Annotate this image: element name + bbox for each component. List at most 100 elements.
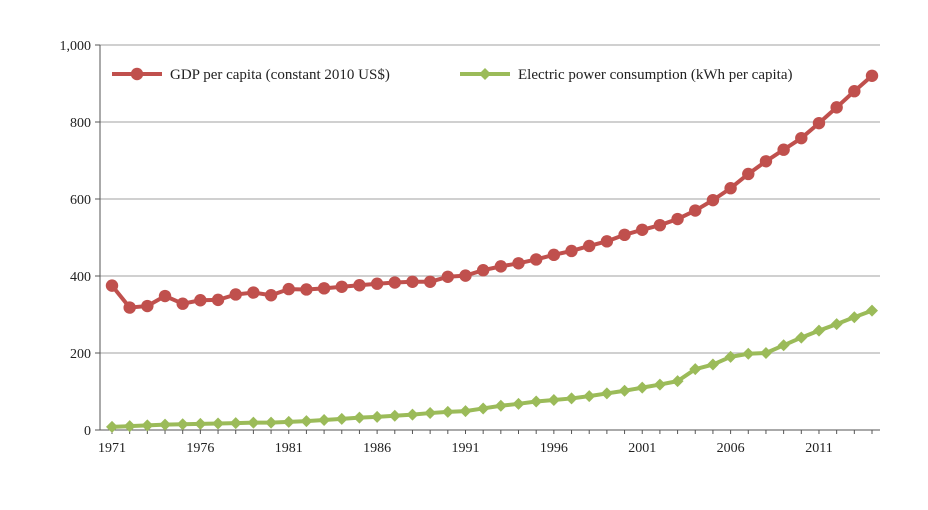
data-point — [636, 223, 649, 236]
data-point — [494, 260, 508, 273]
data-point — [159, 418, 172, 431]
data-point — [406, 275, 419, 288]
data-point — [494, 399, 507, 412]
data-point — [441, 270, 455, 283]
data-point — [441, 405, 454, 418]
data-point — [194, 294, 207, 307]
data-point — [335, 412, 348, 425]
x-tick-label: 2011 — [805, 441, 832, 456]
data-point — [724, 182, 737, 195]
data-point — [335, 280, 348, 293]
data-point — [406, 408, 419, 421]
data-point — [229, 417, 242, 430]
data-point — [282, 282, 295, 296]
data-point — [742, 167, 755, 181]
data-point — [706, 193, 720, 207]
data-point — [370, 277, 384, 290]
data-point — [212, 417, 225, 430]
data-point — [194, 417, 207, 430]
data-point — [759, 347, 772, 359]
data-point — [459, 405, 472, 418]
y-tick-label: 200 — [70, 347, 91, 362]
data-point — [423, 275, 437, 288]
x-tick-label: 1986 — [363, 441, 391, 456]
data-point — [848, 85, 861, 98]
legend-item: GDP per capita (constant 2010 US$) — [112, 67, 390, 83]
data-point — [742, 347, 755, 360]
data-point — [229, 288, 242, 301]
data-point — [724, 350, 737, 363]
x-tick-label: 2006 — [717, 441, 745, 456]
data-point — [247, 416, 260, 429]
data-point — [247, 286, 260, 299]
data-point — [547, 248, 561, 262]
data-point — [211, 293, 225, 307]
y-tick-label: 800 — [70, 116, 91, 131]
axes — [99, 45, 880, 431]
data-point — [264, 289, 278, 302]
data-point — [600, 387, 613, 400]
data-point — [424, 407, 437, 420]
legend-label: Electric power consumption (kWh per capi… — [518, 67, 792, 83]
data-point — [530, 395, 543, 408]
data-point — [318, 413, 331, 426]
data-point — [459, 269, 472, 282]
data-point — [476, 264, 490, 277]
data-point — [671, 375, 684, 388]
data-point — [812, 116, 826, 130]
data-point — [282, 415, 295, 428]
data-point — [583, 239, 596, 253]
data-point — [547, 393, 560, 406]
data-point — [653, 378, 666, 391]
data-point — [529, 253, 543, 266]
data-point — [300, 415, 313, 428]
data-point — [353, 279, 366, 292]
data-point — [795, 131, 808, 145]
y-tick-label: 1,000 — [60, 39, 92, 54]
data-point — [371, 410, 384, 423]
data-point — [477, 402, 490, 415]
data-point — [795, 331, 808, 344]
data-point — [671, 212, 684, 226]
series-gdp-per-capita — [105, 69, 879, 314]
y-tick-label: 600 — [70, 193, 91, 208]
legend-item: Electric power consumption (kWh per capi… — [460, 67, 792, 83]
x-tick-label: 1971 — [98, 441, 126, 456]
data-point — [300, 283, 313, 296]
data-point — [123, 420, 136, 433]
data-point — [105, 279, 119, 292]
data-point — [158, 289, 172, 303]
data-point — [106, 420, 118, 433]
data-point — [565, 392, 578, 405]
data-point — [812, 324, 825, 337]
data-point — [866, 304, 878, 317]
data-point — [653, 218, 667, 232]
x-tick-label: 1996 — [540, 441, 568, 456]
series-line — [111, 308, 873, 429]
legend-label: GDP per capita (constant 2010 US$) — [170, 67, 390, 83]
legend: GDP per capita (constant 2010 US$) Electr… — [112, 67, 792, 83]
data-point — [141, 419, 154, 432]
series-electric-power-consumption — [106, 304, 878, 433]
data-point — [388, 276, 401, 289]
data-point — [636, 381, 649, 394]
x-tick-label: 1991 — [451, 441, 479, 456]
data-point — [512, 257, 525, 270]
series-line — [110, 74, 874, 310]
data-point — [830, 101, 843, 114]
data-point — [565, 244, 578, 258]
x-tick-label: 1976 — [186, 441, 214, 456]
data-point — [777, 339, 790, 352]
data-point — [176, 418, 189, 431]
y-axis-ticks: 0 200 400 600 800 1,000 — [60, 39, 100, 439]
data-point — [759, 155, 773, 168]
data-point — [176, 297, 189, 310]
x-tick-label: 2001 — [628, 441, 656, 456]
data-point — [618, 228, 631, 242]
legend-swatch-marker — [479, 68, 491, 80]
y-tick-label: 400 — [70, 270, 91, 285]
series-layer — [105, 69, 879, 433]
x-axis-ticks: 1971 1976 1981 1986 1991 1996 2001 2006 2011 — [98, 430, 873, 456]
data-point — [777, 143, 790, 156]
